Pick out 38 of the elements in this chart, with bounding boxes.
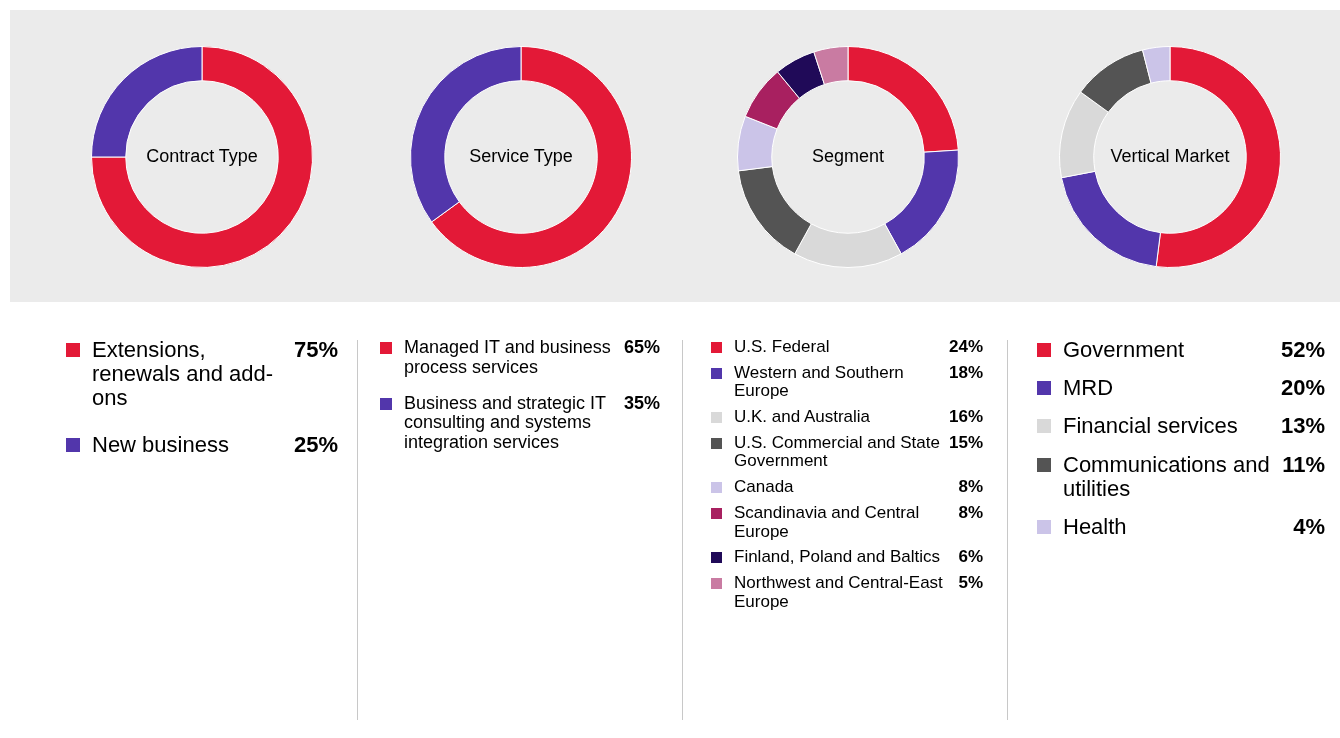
legend-label: Business and strategic IT consulting and systems integration services [404,392,607,453]
data-label: 75% [293,337,338,363]
legend-label: Communications and utilities [1063,451,1271,501]
text: Segment [811,145,885,166]
data-label: 52% [1280,337,1325,363]
data-label: 18% [948,362,983,383]
text: Contract Type [146,145,258,166]
data-label: 8% [958,502,983,523]
data-label: 5% [958,572,983,593]
legend-label: New business [92,431,230,457]
legend-label: Managed IT and business process services [404,337,612,378]
data-label: 16% [948,407,983,427]
legend-label: U.S. Commercial and State Government [734,432,941,472]
data-label: 65% [623,337,660,358]
legend-label: Scandinavia and Central Europe [734,502,921,542]
legend-label: U.S. Federal [734,337,831,357]
legend-label: U.K. and Australia [734,407,872,427]
data-label: 25% [293,431,338,457]
legend-label: Extensions, renewals and add-ons [92,337,274,411]
legend-label: Northwest and Central-East Europe [734,572,944,612]
legend-label: Finland, Poland and Baltics [734,547,942,567]
data-label: 20% [1280,375,1325,401]
data-label: 6% [958,547,983,567]
data-label: 11% [1282,451,1325,477]
data-label: 4% [1293,513,1325,540]
data-label: 13% [1280,413,1325,439]
data-label: 24% [948,337,983,357]
text: Vertical Market [1110,145,1230,166]
data-label: 8% [958,477,983,497]
legend-label: Western and Southern Europe [734,362,905,402]
legend-label: Canada [734,477,795,497]
legend-label: Government [1063,337,1186,363]
data-label: 35% [623,392,660,414]
legend-label: Financial services [1063,413,1239,439]
legend-label: Health [1063,513,1128,540]
text: Service Type [469,145,573,166]
data-label: 15% [948,432,983,453]
legend-label: MRD [1063,375,1115,401]
